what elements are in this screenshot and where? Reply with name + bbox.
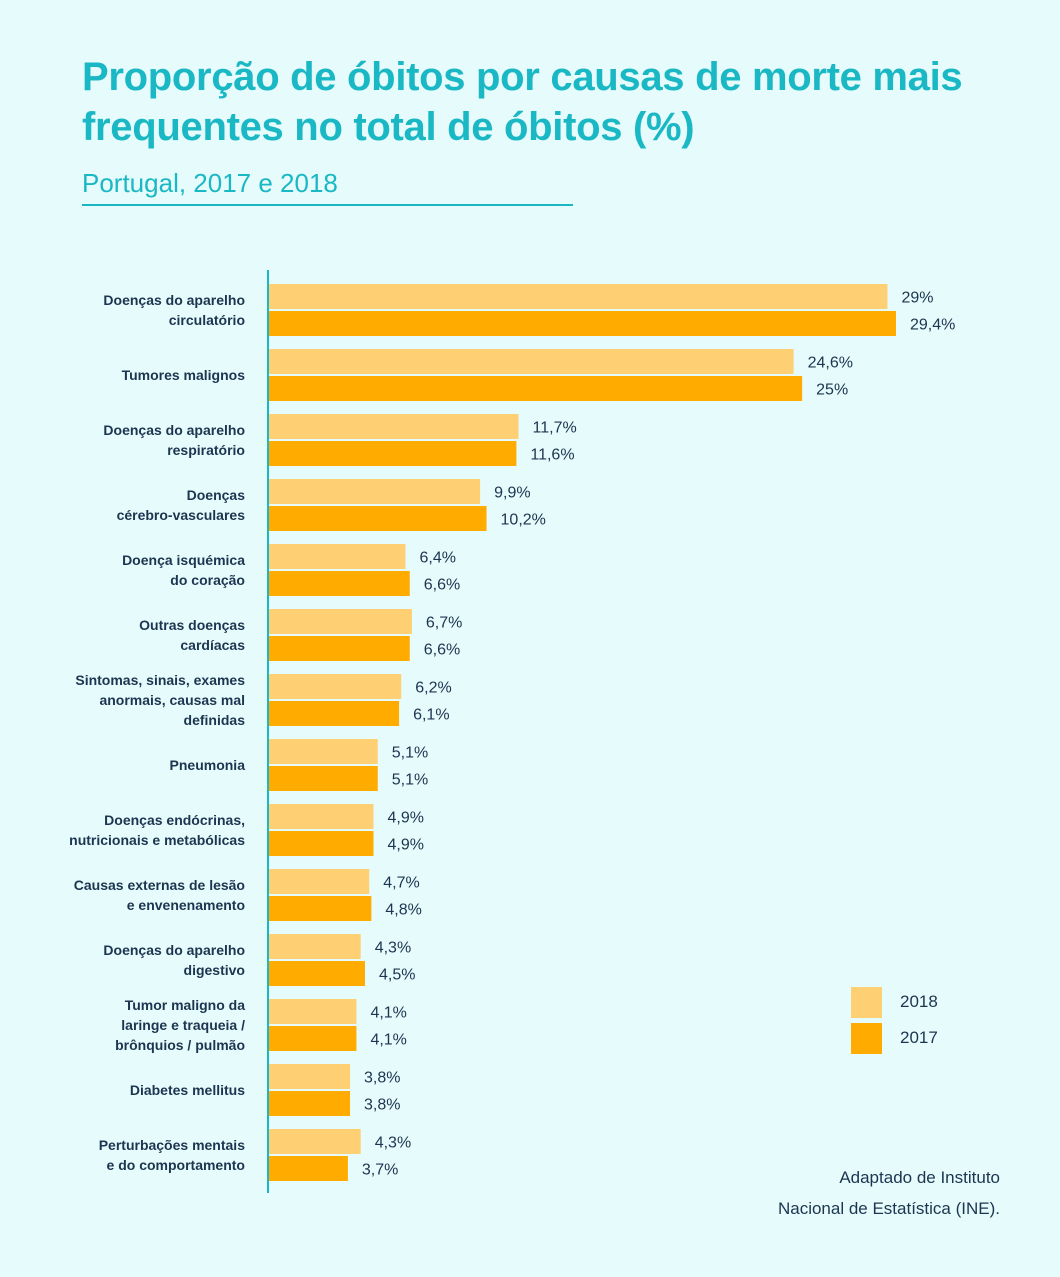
bar-2018-2 — [269, 414, 519, 439]
category-label-6: Sintomas, sinais, exames anormais, causas… — [75, 672, 245, 728]
bar-2017-5 — [269, 636, 410, 661]
value-label-2017-1: 25% — [816, 382, 848, 399]
subtitle-divider — [82, 204, 573, 206]
category-label-2: Doenças do aparelho respiratório — [103, 422, 245, 458]
bar-2018-8 — [269, 804, 374, 829]
category-label-9: Causas externas de lesão e envenenamento — [74, 877, 245, 913]
source-line-1: Adaptado de Instituto — [839, 1168, 1000, 1187]
legend-swatch-2017 — [851, 1022, 882, 1054]
bar-2017-0 — [269, 311, 896, 336]
bar-2018-1 — [269, 349, 794, 374]
value-label-2017-8: 4,9% — [388, 837, 424, 854]
value-label-2018-11: 4,1% — [370, 1005, 406, 1022]
value-label-2018-8: 4,9% — [388, 810, 424, 827]
bar-2017-11 — [269, 1026, 357, 1051]
value-label-2017-6: 6,1% — [413, 707, 449, 724]
bar-2018-7 — [269, 739, 378, 764]
category-label-11: Tumor maligno da laringe e traqueia / brôn… — [115, 997, 245, 1053]
bar-2018-11 — [269, 999, 357, 1024]
value-label-2018-6: 6,2% — [415, 680, 451, 697]
bar-2018-4 — [269, 544, 406, 569]
category-label-3: Doenças cérebro-vasculares — [117, 487, 246, 523]
category-label-8: Doenças endócrinas, nutricionais e metabó… — [69, 812, 245, 848]
bar-2018-6 — [269, 674, 402, 699]
bar-2018-13 — [269, 1129, 361, 1154]
value-label-2017-0: 29,4% — [910, 317, 955, 334]
value-label-2017-9: 4,8% — [385, 902, 421, 919]
value-label-2018-9: 4,7% — [383, 875, 419, 892]
bar-2018-0 — [269, 284, 888, 309]
value-label-2017-12: 3,8% — [364, 1097, 400, 1114]
category-label-5: Outras doenças cardíacas — [139, 617, 245, 653]
value-label-2017-5: 6,6% — [424, 642, 460, 659]
source-line-2: Nacional de Estatística (INE). — [777, 1199, 1000, 1218]
value-label-2018-1: 24,6% — [808, 355, 853, 372]
category-label-4: Doença isquémica do coração — [122, 552, 245, 588]
category-label-12: Diabetes mellitus — [130, 1082, 245, 1098]
value-label-2017-3: 10,2% — [501, 512, 546, 529]
value-label-2018-13: 4,3% — [375, 1135, 411, 1152]
value-label-2018-4: 6,4% — [419, 550, 455, 567]
bar-2017-13 — [269, 1156, 348, 1181]
category-label-0: Doenças do aparelho circulatório — [103, 292, 245, 328]
chart-title: Proporção de óbitos por causas de morte … — [82, 55, 963, 149]
value-label-2018-7: 5,1% — [392, 745, 428, 762]
category-label-10: Doenças do aparelho digestivo — [103, 942, 245, 978]
bar-2017-8 — [269, 831, 374, 856]
value-label-2018-0: 29% — [901, 290, 933, 307]
value-label-2018-5: 6,7% — [426, 615, 462, 632]
bar-2017-4 — [269, 571, 410, 596]
category-label-1: Tumores malignos — [122, 367, 246, 383]
value-label-2018-12: 3,8% — [364, 1070, 400, 1087]
bar-2018-10 — [269, 934, 361, 959]
bar-2017-6 — [269, 701, 400, 726]
value-label-2017-13: 3,7% — [362, 1162, 398, 1179]
bar-2017-2 — [269, 441, 517, 466]
value-label-2017-2: 11,6% — [530, 447, 574, 464]
bar-2018-12 — [269, 1064, 351, 1089]
bar-2018-5 — [269, 609, 412, 634]
category-label-13: Perturbações mentais e do comportamento — [99, 1137, 245, 1173]
bar-2017-10 — [269, 961, 365, 986]
value-label-2017-10: 4,5% — [379, 967, 415, 984]
bar-2017-7 — [269, 766, 378, 791]
category-label-7: Pneumonia — [170, 757, 246, 773]
value-label-2018-3: 9,9% — [494, 485, 530, 502]
value-label-2017-4: 6,6% — [424, 577, 460, 594]
source-note: Adaptado de Instituto Nacional de Estatí… — [778, 1162, 1000, 1224]
bar-2017-1 — [269, 376, 803, 401]
legend-label-2018: 2018 — [900, 992, 938, 1011]
bar-2017-9 — [269, 896, 372, 921]
value-label-2017-11: 4,1% — [370, 1032, 406, 1049]
legend-item-2017: 2017 — [851, 1022, 938, 1054]
value-label-2018-10: 4,3% — [375, 940, 411, 957]
value-label-2017-7: 5,1% — [392, 772, 428, 789]
legend-swatch-2018 — [851, 986, 882, 1018]
bar-2017-3 — [269, 506, 487, 531]
bar-2017-12 — [269, 1091, 351, 1116]
bar-2018-9 — [269, 869, 370, 894]
bar-2018-3 — [269, 479, 481, 504]
legend: 2018 2017 — [851, 986, 938, 1058]
chart-subtitle: Portugal, 2017 e 2018 — [82, 168, 338, 198]
legend-label-2017: 2017 — [900, 1028, 938, 1047]
legend-item-2018: 2018 — [851, 986, 938, 1018]
value-label-2018-2: 11,7% — [533, 420, 577, 437]
